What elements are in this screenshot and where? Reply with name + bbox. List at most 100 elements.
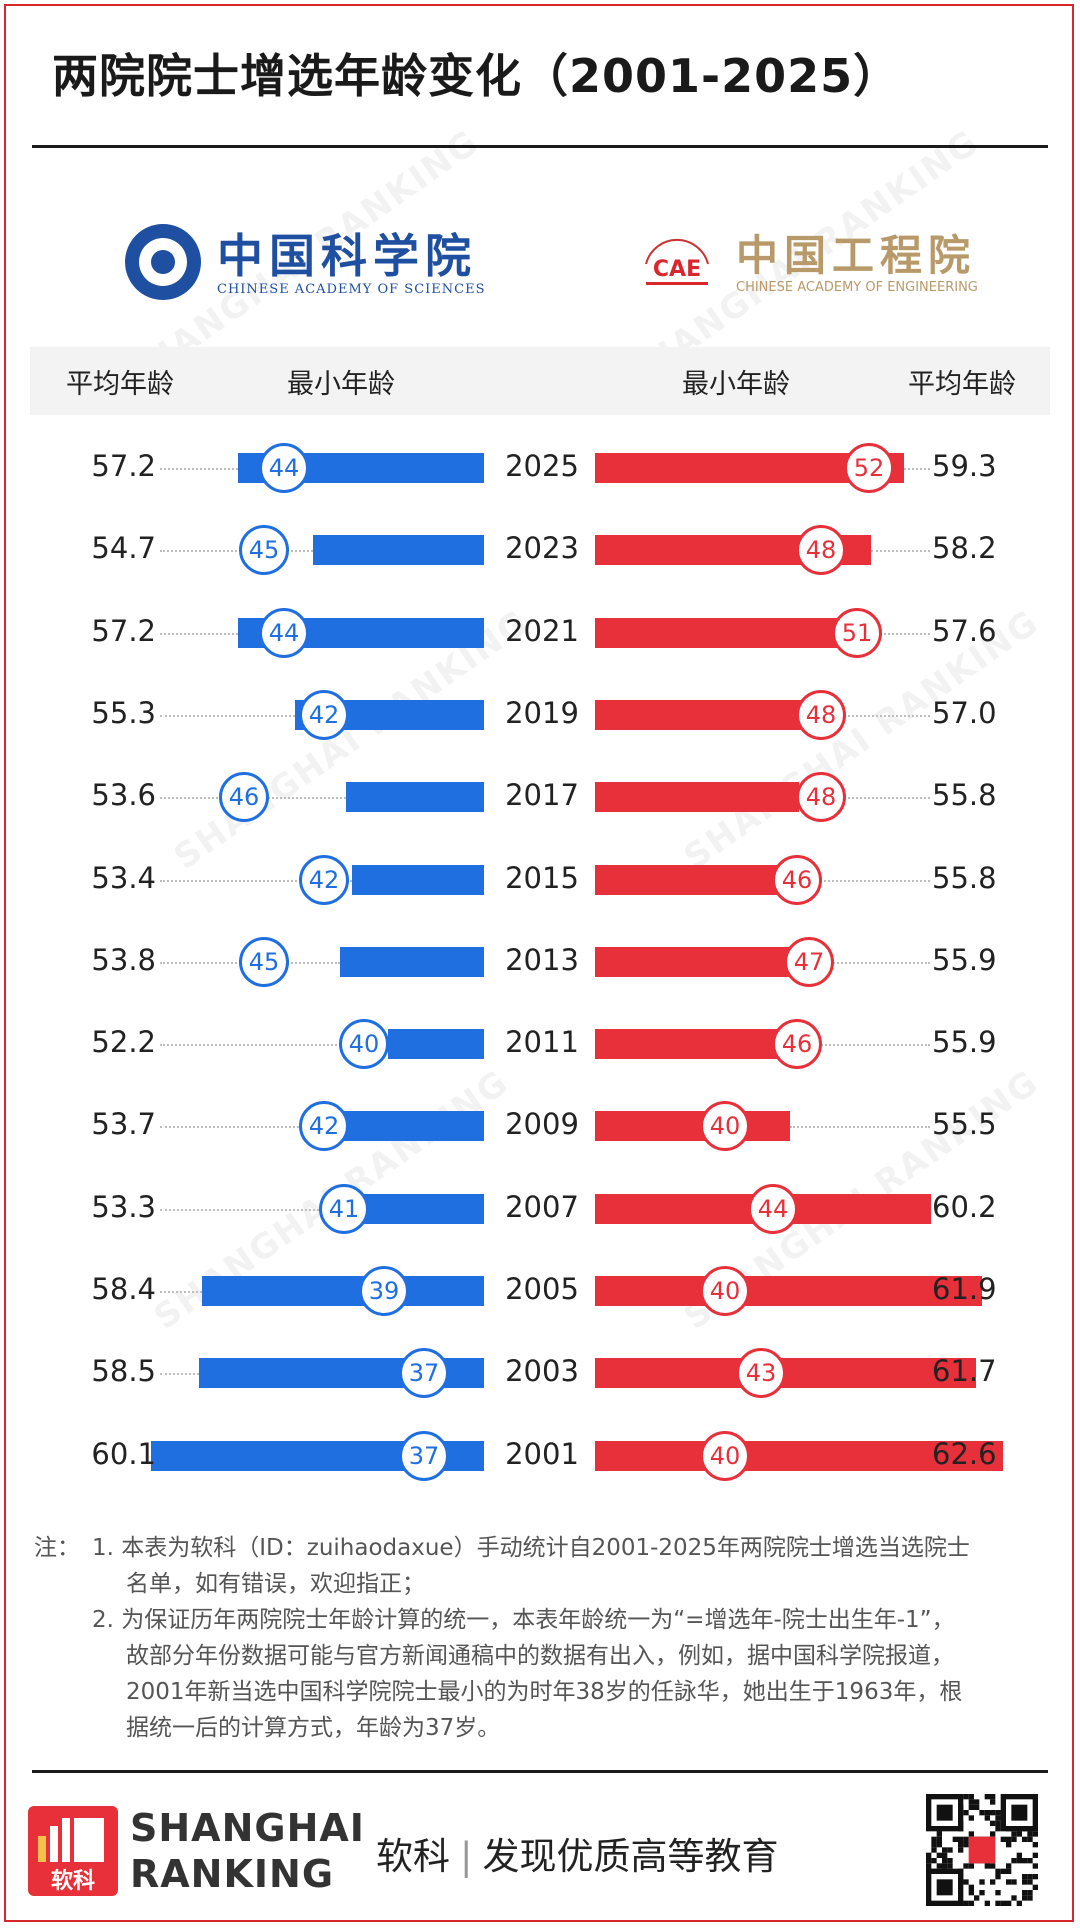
cas-english-name: CHINESE ACADEMY OF SCIENCES (217, 282, 486, 297)
cas-min-marker: 42 (299, 1101, 349, 1152)
cae-avg-leader (799, 797, 930, 800)
cae-avg-value: 55.5 (932, 1107, 997, 1142)
qr-code-icon[interactable] (926, 1794, 1038, 1906)
cae-avg-value: 61.7 (932, 1354, 997, 1389)
header-left-min: 最小年龄 (287, 369, 395, 400)
cae-avg-bar (595, 782, 799, 813)
cae-name: 中国工程院 (736, 231, 977, 280)
cae-avg-leader (871, 550, 930, 553)
cae-avg-value: 58.2 (932, 531, 997, 566)
cas-avg-bar (343, 1111, 484, 1142)
cae-min-marker: 40 (700, 1101, 750, 1152)
note-line: 据统一后的计算方式，年龄为37岁。 (126, 1715, 501, 1741)
cae-avg-value: 55.8 (932, 778, 997, 813)
cas-min-marker: 44 (259, 443, 309, 493)
cas-min-marker: 37 (399, 1348, 449, 1399)
cae-avg-value: 57.0 (932, 695, 997, 730)
year-label: 2013 (505, 942, 579, 977)
cae-avg-value: 57.6 (932, 613, 997, 648)
cas-avg-value: 58.4 (91, 1272, 156, 1306)
cas-avg-leader (160, 468, 238, 470)
cas-avg-value: 53.8 (91, 942, 156, 977)
cas-avg-value: 58.5 (91, 1354, 156, 1389)
year-label: 2005 (505, 1272, 579, 1306)
cas-avg-value: 53.4 (91, 860, 156, 895)
cas-avg-value: 54.7 (91, 531, 156, 566)
cae-min-marker: 40 (700, 1266, 750, 1316)
cas-avg-leader (160, 1291, 202, 1293)
footer-brand-shanghai: SHANGHAI (130, 1806, 365, 1850)
cae-emblem-icon: CAE (645, 238, 709, 285)
footer-divider (32, 1770, 1048, 1773)
cae-avg-value: 55.9 (932, 1025, 997, 1060)
year-label: 2007 (505, 1189, 579, 1224)
cas-avg-value: 53.3 (91, 1189, 156, 1224)
cas-avg-value: 52.2 (91, 1025, 156, 1060)
cas-avg-value: 60.1 (91, 1436, 156, 1471)
cas-avg-leader (160, 714, 295, 717)
cas-avg-leader (160, 1126, 343, 1129)
cae-min-marker: 52 (844, 443, 894, 493)
cas-min-marker: 40 (339, 1019, 389, 1070)
cae-avg-value: 55.9 (932, 942, 997, 977)
year-label: 2011 (505, 1025, 579, 1060)
cae-min-marker: 48 (796, 525, 846, 576)
cae-min-marker: 46 (772, 1019, 822, 1070)
cae-avg-leader (853, 632, 930, 635)
cas-avg-value: 53.6 (91, 778, 156, 813)
header-left-avg: 平均年龄 (66, 369, 174, 400)
cae-min-marker: 48 (796, 772, 846, 823)
cas-avg-value: 57.2 (91, 613, 156, 648)
cae-avg-value: 62.6 (932, 1436, 997, 1471)
cas-name: 中国科学院 (217, 229, 477, 283)
cae-avg-value: 60.2 (932, 1189, 997, 1224)
cas-min-marker: 45 (239, 525, 289, 576)
year-label: 2009 (505, 1107, 579, 1142)
shanghai-ranking-logo-icon: 软科 (28, 1806, 118, 1896)
notes-label: 注： (34, 1535, 80, 1561)
cae-avg-bar (595, 1111, 790, 1142)
cas-avg-leader (160, 1044, 388, 1047)
page-title: 两院院士增选年龄变化（2001-2025） (52, 49, 901, 103)
footer-brand-ranking: RANKING (130, 1852, 335, 1896)
cas-avg-leader (160, 1208, 355, 1211)
cas-min-marker: 39 (359, 1266, 409, 1316)
cas-avg-bar (346, 782, 484, 813)
year-label: 2015 (505, 860, 579, 895)
cae-min-marker: 43 (736, 1348, 786, 1399)
cas-avg-bar (202, 1276, 484, 1306)
cae-avg-bar (595, 864, 799, 895)
cae-min-marker: 47 (784, 936, 834, 987)
cas-avg-leader (160, 879, 352, 882)
year-label: 2019 (505, 695, 579, 730)
year-label: 2003 (505, 1354, 579, 1389)
cas-avg-leader (160, 632, 238, 635)
cas-avg-bar (355, 1193, 484, 1224)
footer-slogan-text: 发现优质高等教育 (482, 1835, 779, 1878)
cas-avg-value: 57.2 (91, 449, 156, 483)
cas-avg-bar (388, 1029, 484, 1060)
year-label: 2021 (505, 613, 579, 648)
cae-min-marker: 51 (832, 607, 882, 658)
cae-min-marker: 40 (700, 1430, 750, 1481)
cae-avg-bar (595, 1440, 1003, 1471)
title-divider (32, 145, 1048, 148)
cas-avg-leader (160, 550, 313, 553)
cae-avg-leader (799, 879, 930, 882)
cas-avg-value: 53.7 (91, 1107, 156, 1142)
cas-min-marker: 46 (219, 772, 269, 823)
year-label: 2001 (505, 1436, 579, 1471)
cae-mark: CAE (653, 257, 701, 282)
cae-avg-leader (790, 1126, 930, 1129)
cae-avg-leader (904, 468, 930, 470)
cae-english-name: CHINESE ACADEMY OF ENGINEERING (736, 280, 978, 295)
footer-slogan-brand: 软科 (376, 1835, 450, 1878)
cae-avg-leader (802, 961, 930, 964)
cae-avg-bar (595, 1276, 982, 1306)
cas-avg-bar (313, 535, 484, 566)
cae-avg-leader (835, 714, 930, 717)
cae-min-marker: 48 (796, 689, 846, 740)
cas-min-marker: 44 (259, 607, 309, 658)
cae-min-marker: 44 (748, 1183, 798, 1234)
cae-avg-leader (802, 1044, 930, 1047)
